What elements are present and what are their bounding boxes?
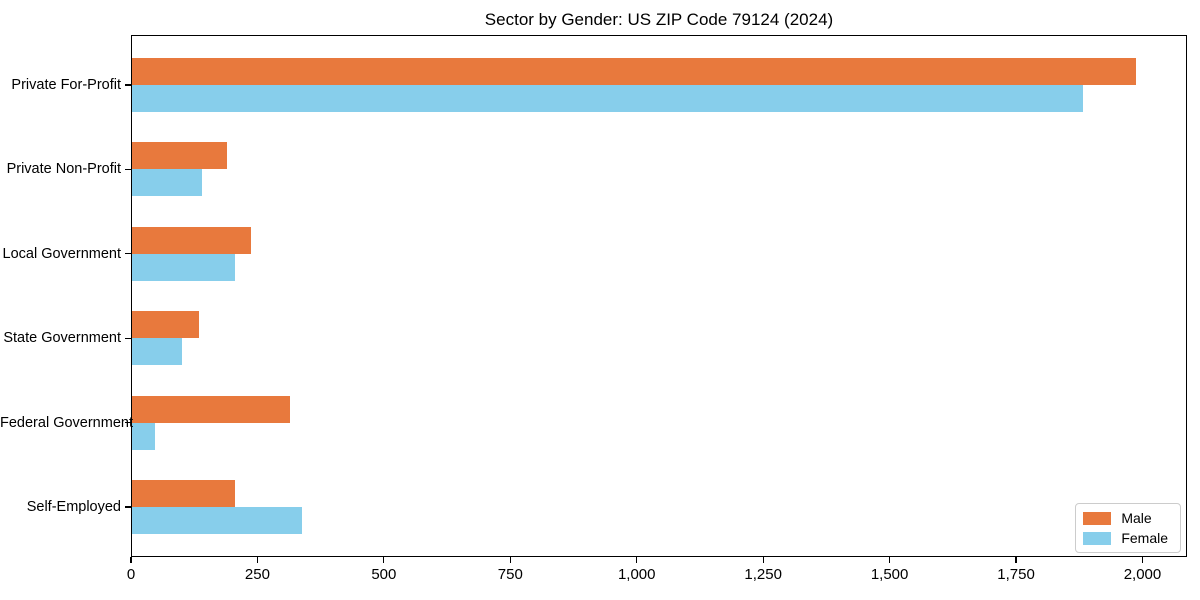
x-axis-tick xyxy=(762,557,764,563)
bar-female-4 xyxy=(131,422,156,450)
x-axis-tick-label: 250 xyxy=(244,566,270,583)
bar-male-5 xyxy=(131,480,236,507)
bar-male-0 xyxy=(131,58,1137,85)
x-axis-tick-label: 1,500 xyxy=(870,566,909,583)
x-axis-tick-label: 2,000 xyxy=(1123,566,1162,583)
y-axis-label: Local Government xyxy=(2,245,121,262)
x-axis-tick xyxy=(130,557,132,563)
bar-female-2 xyxy=(131,253,236,281)
x-axis-tick xyxy=(383,557,385,563)
bar-female-0 xyxy=(131,85,1084,112)
x-axis-tick-label: 0 xyxy=(126,566,136,583)
x-axis-tick xyxy=(1141,557,1144,563)
axes-spine xyxy=(131,35,1187,557)
bar-female-3 xyxy=(131,338,183,366)
x-axis-tick xyxy=(509,557,511,563)
x-axis-tick xyxy=(1015,557,1017,563)
bar-male-2 xyxy=(131,226,251,254)
x-axis-tick xyxy=(256,557,259,563)
x-axis-tick xyxy=(889,557,891,563)
bar-female-5 xyxy=(131,507,302,534)
bar-male-3 xyxy=(131,311,200,339)
y-axis-tick xyxy=(125,506,131,508)
x-axis-tick-label: 750 xyxy=(497,566,523,583)
plot-area: Male Female xyxy=(131,35,1187,557)
x-axis-tick-label: 500 xyxy=(371,566,397,583)
x-axis-tick-label: 1,750 xyxy=(997,566,1035,583)
y-axis-tick xyxy=(125,253,131,255)
y-axis-tick xyxy=(125,422,131,424)
bar-male-1 xyxy=(131,142,227,170)
y-axis-tick xyxy=(125,84,131,86)
legend-label-female: Female xyxy=(1121,530,1168,546)
chart-title: Sector by Gender: US ZIP Code 79124 (202… xyxy=(484,10,834,29)
x-axis-tick-label: 1,250 xyxy=(744,566,782,583)
y-axis-label: Federal Government xyxy=(0,414,133,431)
legend-label-male: Male xyxy=(1121,510,1152,526)
bar-female-1 xyxy=(131,169,202,197)
legend: Male Female xyxy=(1075,503,1181,553)
legend-swatch-female xyxy=(1083,531,1112,545)
y-axis-tick xyxy=(125,337,131,339)
y-axis-label: Private Non-Profit xyxy=(6,161,121,178)
y-axis-label: State Government xyxy=(3,330,121,347)
legend-item-female: Female xyxy=(1083,531,1168,545)
bar-male-4 xyxy=(131,395,290,423)
y-axis-label: Self-Employed xyxy=(26,499,121,515)
x-axis-tick-label: 1,000 xyxy=(617,566,656,583)
y-axis-tick xyxy=(125,168,131,170)
legend-swatch-male xyxy=(1083,511,1112,525)
x-axis-tick xyxy=(636,557,638,563)
legend-item-male: Male xyxy=(1083,511,1168,525)
y-axis-label: Private For-Profit xyxy=(11,77,121,93)
